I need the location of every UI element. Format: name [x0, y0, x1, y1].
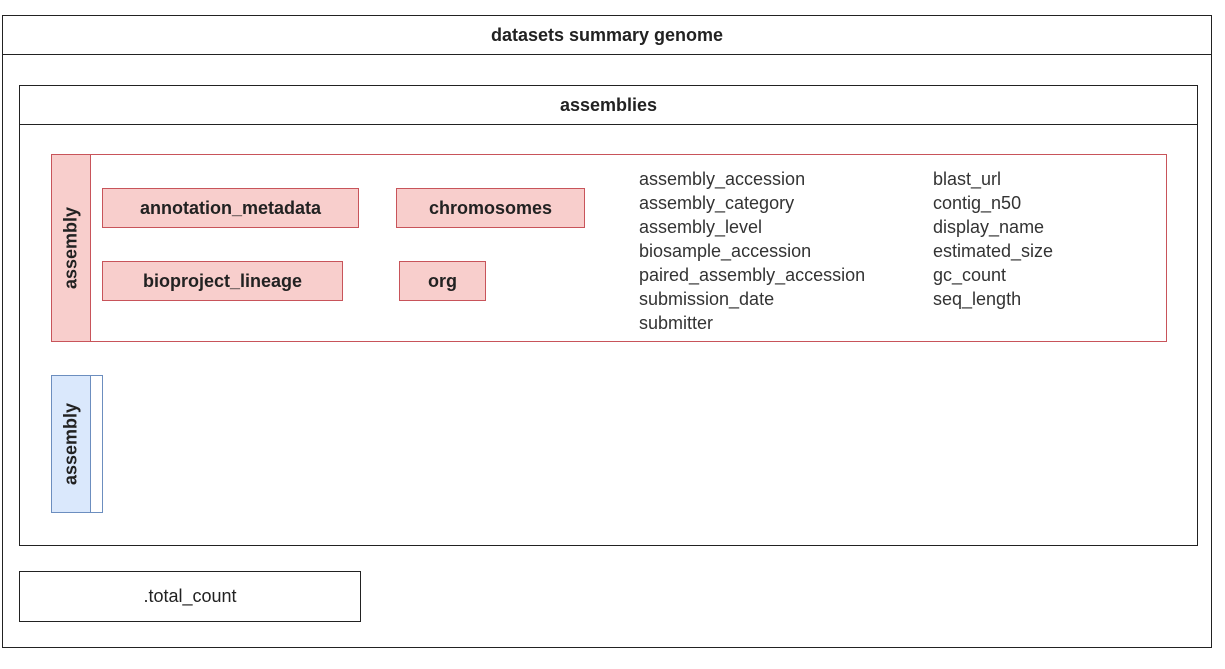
datasets-summary-genome-container: datasets summary genome assemblies assem… — [2, 15, 1212, 648]
assembly-expanded-label: assembly — [60, 206, 81, 290]
field-item: submission_date — [639, 289, 775, 309]
assembly-collapsed-label: assembly — [60, 402, 81, 486]
object-chromosomes-label: chromosomes — [428, 197, 553, 218]
object-bioproject-lineage: bioproject_lineage — [102, 261, 343, 301]
field-item: assembly_level — [639, 217, 763, 237]
field-item: estimated_size — [933, 241, 1054, 261]
object-org-label: org — [428, 270, 457, 291]
total-count-label: .total_count — [143, 586, 237, 606]
container-title: datasets summary genome — [3, 16, 1211, 55]
total-count-box: .total_count — [19, 571, 361, 622]
field-item: gc_count — [933, 265, 1007, 285]
container-title-text: datasets summary genome — [490, 24, 724, 45]
assembly-expanded: assembly annotation_metadata chromosomes… — [51, 154, 1167, 342]
field-item: assembly_accession — [639, 169, 806, 189]
assemblies-title-text: assemblies — [559, 94, 658, 115]
field-item: submitter — [639, 313, 714, 333]
object-chromosomes: chromosomes — [396, 188, 585, 228]
assembly-collapsed: assembly — [51, 375, 103, 513]
field-item: biosample_accession — [639, 241, 812, 261]
assembly-expanded-tab: assembly — [52, 155, 91, 341]
field-item: seq_length — [933, 289, 1022, 309]
field-list-primary: assembly_accession assembly_category ass… — [639, 167, 865, 335]
object-annotation-metadata-label: annotation_metadata — [139, 197, 322, 218]
field-item: contig_n50 — [933, 193, 1022, 213]
field-item: assembly_category — [639, 193, 795, 213]
assembly-collapsed-tab: assembly — [52, 376, 91, 512]
object-org: org — [399, 261, 486, 301]
object-bioproject-lineage-label: bioproject_lineage — [142, 270, 303, 291]
field-item: display_name — [933, 217, 1045, 237]
assemblies-title: assemblies — [20, 86, 1197, 125]
field-list-secondary: blast_url contig_n50 display_name estima… — [933, 167, 1053, 311]
assemblies-container: assemblies assembly annotation_metadata … — [19, 85, 1198, 546]
field-item: paired_assembly_accession — [639, 265, 866, 285]
object-annotation-metadata: annotation_metadata — [102, 188, 359, 228]
field-item: blast_url — [933, 169, 1002, 189]
